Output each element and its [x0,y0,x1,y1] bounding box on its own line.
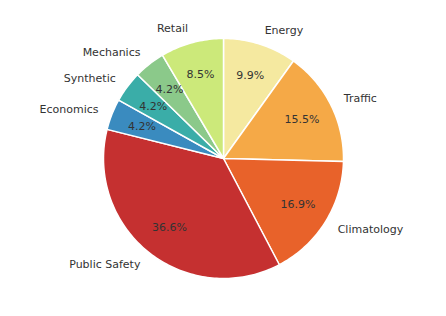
svg-text:15.5%: 15.5% [284,113,319,126]
svg-text:4.2%: 4.2% [128,120,156,133]
svg-text:Mechanics: Mechanics [83,46,141,59]
svg-text:16.9%: 16.9% [280,198,315,211]
svg-text:Retail: Retail [157,22,188,35]
svg-text:8.5%: 8.5% [186,68,214,81]
svg-text:Climatology: Climatology [338,223,404,236]
svg-text:4.2%: 4.2% [155,83,183,96]
svg-text:Traffic: Traffic [343,92,377,105]
svg-text:36.6%: 36.6% [152,221,187,234]
svg-text:Energy: Energy [265,24,304,37]
svg-text:9.9%: 9.9% [236,69,264,82]
svg-text:Economics: Economics [40,103,99,116]
svg-text:Synthetic: Synthetic [64,72,116,85]
svg-text:Public Safety: Public Safety [69,258,141,271]
svg-text:4.2%: 4.2% [139,100,167,113]
